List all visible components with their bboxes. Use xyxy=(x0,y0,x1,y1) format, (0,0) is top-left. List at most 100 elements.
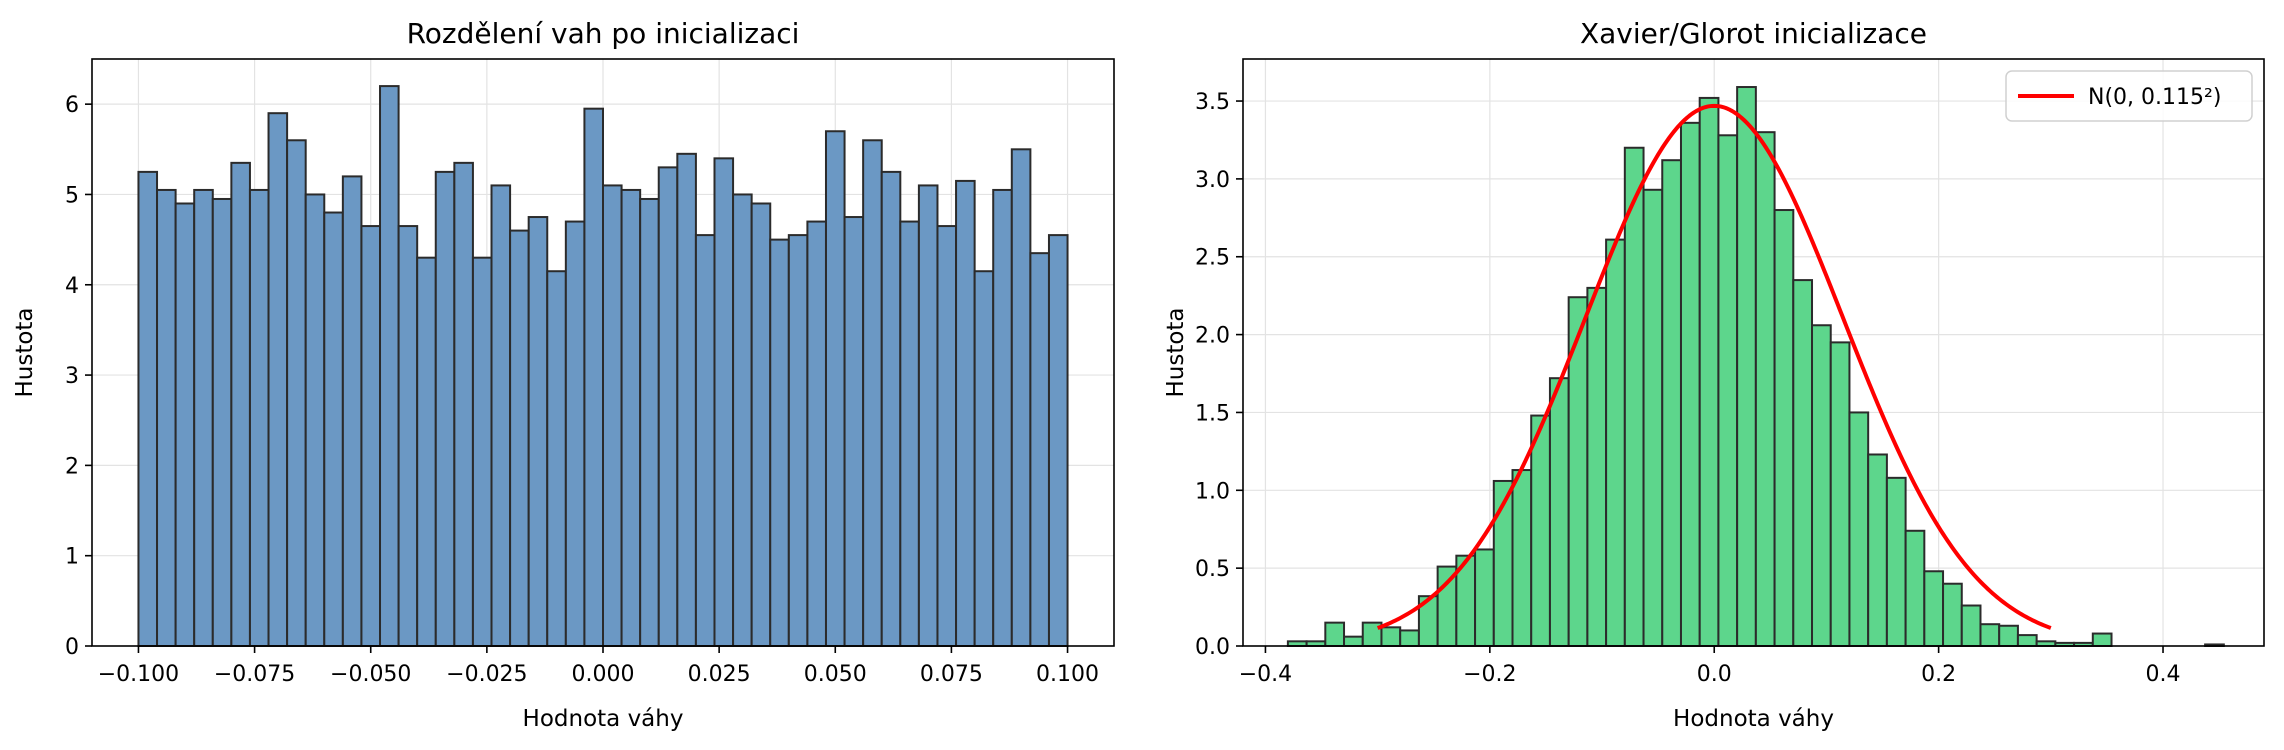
histogram-bar xyxy=(1904,529,1926,648)
histogram-bar xyxy=(1029,252,1050,648)
histogram-bar xyxy=(527,216,549,648)
x-tick-label: 0.075 xyxy=(920,662,983,687)
histogram-bar xyxy=(583,107,604,647)
histogram-bar xyxy=(694,234,716,647)
histogram-bar xyxy=(1848,411,1870,647)
histogram-bar xyxy=(1324,621,1346,648)
histogram-bar xyxy=(1998,624,2019,647)
y-tick-label: 1.0 xyxy=(1195,479,1230,504)
histogram-bar xyxy=(936,225,958,647)
histogram-bar xyxy=(1399,629,1420,647)
y-tick-label: 3.5 xyxy=(1195,90,1230,115)
y-tick-label: 2.5 xyxy=(1195,246,1230,271)
legend-box xyxy=(2005,70,2253,122)
x-tick-label: −0.050 xyxy=(330,662,411,687)
normal-curve xyxy=(1376,103,2052,630)
histogram-bar xyxy=(1867,453,1888,647)
y-tick-label: 2 xyxy=(65,454,79,479)
x-axis-label: Hodnota váhy xyxy=(523,706,684,732)
histogram-bar xyxy=(806,220,827,648)
x-tick-label: 0.000 xyxy=(572,662,635,687)
histogram-bar xyxy=(1047,234,1069,647)
histogram-bar xyxy=(1679,121,1701,647)
histogram-bar xyxy=(639,197,660,647)
histogram-bar xyxy=(1736,86,1757,647)
histogram-bar xyxy=(471,256,493,647)
histogram-bar xyxy=(602,184,623,648)
histogram-bar xyxy=(620,188,642,647)
chart-title: Xavier/Glorot inicializace xyxy=(1580,17,1927,50)
histogram-bar xyxy=(174,202,196,647)
histogram-bar xyxy=(416,256,437,647)
histogram-bar xyxy=(434,170,456,647)
histogram-bar xyxy=(1829,341,1851,647)
histogram-bar xyxy=(1605,238,1626,647)
histogram-bar xyxy=(1923,570,1945,647)
histogram-bar xyxy=(156,188,177,647)
histogram-bar xyxy=(193,188,214,647)
legend-label: N(0, 0.115²) xyxy=(2088,85,2221,110)
y-axis-label: Hustota xyxy=(12,307,38,397)
histogram-bar xyxy=(248,188,270,647)
histogram-bar xyxy=(1010,148,1032,648)
x-tick-label: −0.2 xyxy=(1463,662,1516,687)
histogram-bar xyxy=(1979,623,2001,648)
histogram-bar xyxy=(211,197,233,647)
histogram-bar xyxy=(824,130,846,647)
histogram-bar xyxy=(1960,604,1982,647)
histogram-bar xyxy=(713,157,735,647)
x-axis-label: Hodnota váhy xyxy=(1673,706,1834,732)
legend: N(0, 0.115²) xyxy=(2005,70,2253,122)
chart-uniform-init: −0.100 −0.075 −0.050 −0.025 0.000 0.025 0.050 0… xyxy=(12,17,1115,732)
histogram-bar xyxy=(490,184,512,648)
histogram-bar xyxy=(787,234,809,647)
x-tick-label: −0.4 xyxy=(1239,662,1292,687)
histogram-bar xyxy=(564,220,586,648)
chart-xavier-init: −0.4 −0.2 0.0 0.2 0.4 0.0 0.5 1.0 1.5 2.0 2.5 3.0 3.… xyxy=(1163,17,2265,732)
histogram-bar xyxy=(323,211,344,647)
histogram-bar xyxy=(1754,131,1776,648)
y-tick-label: 1 xyxy=(65,545,79,570)
histogram-bar xyxy=(1623,146,1645,647)
histogram-bar xyxy=(917,184,939,648)
histogram-bar xyxy=(1792,279,1814,647)
axes-frame xyxy=(1242,58,2265,647)
histogram-bar xyxy=(750,202,772,647)
y-tick-label: 2.0 xyxy=(1195,324,1230,349)
histogram-bar xyxy=(1474,548,1495,647)
histogram-bar xyxy=(1698,96,1720,648)
histogram-bar xyxy=(546,270,567,647)
histogram-bar xyxy=(1811,324,1832,647)
histogram-bar xyxy=(880,170,902,647)
x-tick-label: 0.4 xyxy=(2146,662,2181,687)
x-tick-label: −0.075 xyxy=(214,662,295,687)
histogram-bar xyxy=(657,166,679,647)
x-tick-label: 0.050 xyxy=(804,662,867,687)
histogram-bar xyxy=(973,270,995,647)
y-tick-label: 6 xyxy=(65,93,79,118)
histogram-bar xyxy=(453,161,474,647)
y-tick-label: 4 xyxy=(65,274,79,299)
histogram-bar xyxy=(379,85,400,648)
histogram-bar xyxy=(1773,209,1795,647)
y-tick-label: 3.0 xyxy=(1195,168,1230,193)
histogram-bar xyxy=(267,112,289,647)
histogram-bar xyxy=(1942,582,1963,647)
y-tick-label: 5 xyxy=(65,183,79,208)
histogram-bar xyxy=(769,238,790,647)
x-tick-label: 0.100 xyxy=(1036,662,1099,687)
x-tick-label: 0.0 xyxy=(1697,662,1732,687)
histogram-bar xyxy=(304,193,326,647)
histogram-bar xyxy=(955,179,976,648)
histogram-bar xyxy=(1530,414,1551,648)
x-tick-label: 0.2 xyxy=(1921,662,1956,687)
bars xyxy=(137,85,1069,648)
histogram-bar xyxy=(992,188,1013,647)
histogram-bar xyxy=(676,152,697,647)
y-tick-label: 1.5 xyxy=(1195,401,1230,426)
histogram-bar xyxy=(230,161,251,647)
histogram-bar xyxy=(286,139,307,647)
histogram-bar xyxy=(1717,134,1739,647)
histogram-bar xyxy=(1511,469,1533,647)
